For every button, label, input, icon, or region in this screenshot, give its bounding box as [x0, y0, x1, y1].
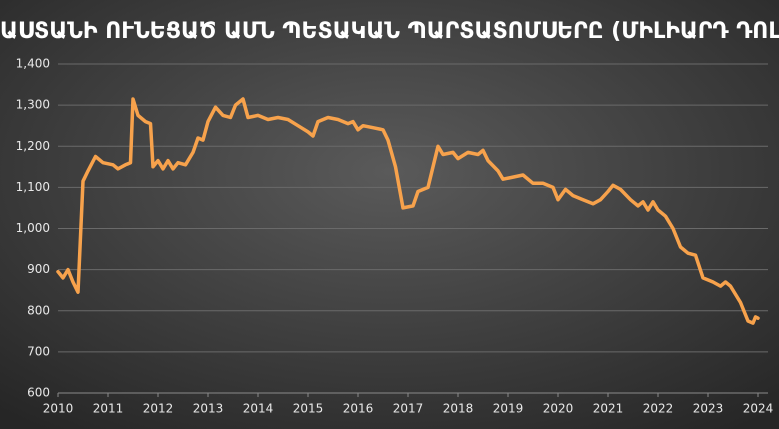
x-tick-label: 2012: [143, 402, 174, 416]
chart-title: ՉԻՆԱՍՏԱՆԻ ՈՒՆԵՑԱԾ ԱՄՆ ՊԵՏԱԿԱՆ ՊԱՐՏԱՏՈՄՍԵ…: [0, 19, 779, 44]
x-tick-label: 2011: [93, 402, 124, 416]
x-tick-label: 2018: [443, 402, 474, 416]
x-tick-label: 2017: [393, 402, 424, 416]
x-tick-label: 2019: [493, 402, 524, 416]
y-tick-label: 1,200: [16, 139, 50, 153]
y-tick-label: 900: [27, 262, 50, 276]
y-tick-label: 800: [27, 303, 50, 317]
y-tick-label: 1,100: [16, 180, 50, 194]
x-tick-label: 2016: [343, 402, 374, 416]
y-tick-label: 700: [27, 344, 50, 358]
x-tick-label: 2021: [593, 402, 624, 416]
x-tick-label: 2014: [243, 402, 274, 416]
x-tick-label: 2020: [543, 402, 574, 416]
y-tick-label: 1,000: [16, 221, 50, 235]
y-tick-label: 600: [27, 386, 50, 400]
x-tick-label: 2022: [643, 402, 674, 416]
line-series: [56, 97, 760, 325]
x-tick-label: 2024: [743, 402, 774, 416]
x-tick-label: 2023: [693, 402, 724, 416]
x-tick-label: 2013: [193, 402, 224, 416]
y-tick-label: 1,400: [16, 57, 50, 71]
x-tick-label: 2015: [293, 402, 324, 416]
x-tick-label: 2010: [43, 402, 74, 416]
y-tick-label: 1,300: [16, 98, 50, 112]
